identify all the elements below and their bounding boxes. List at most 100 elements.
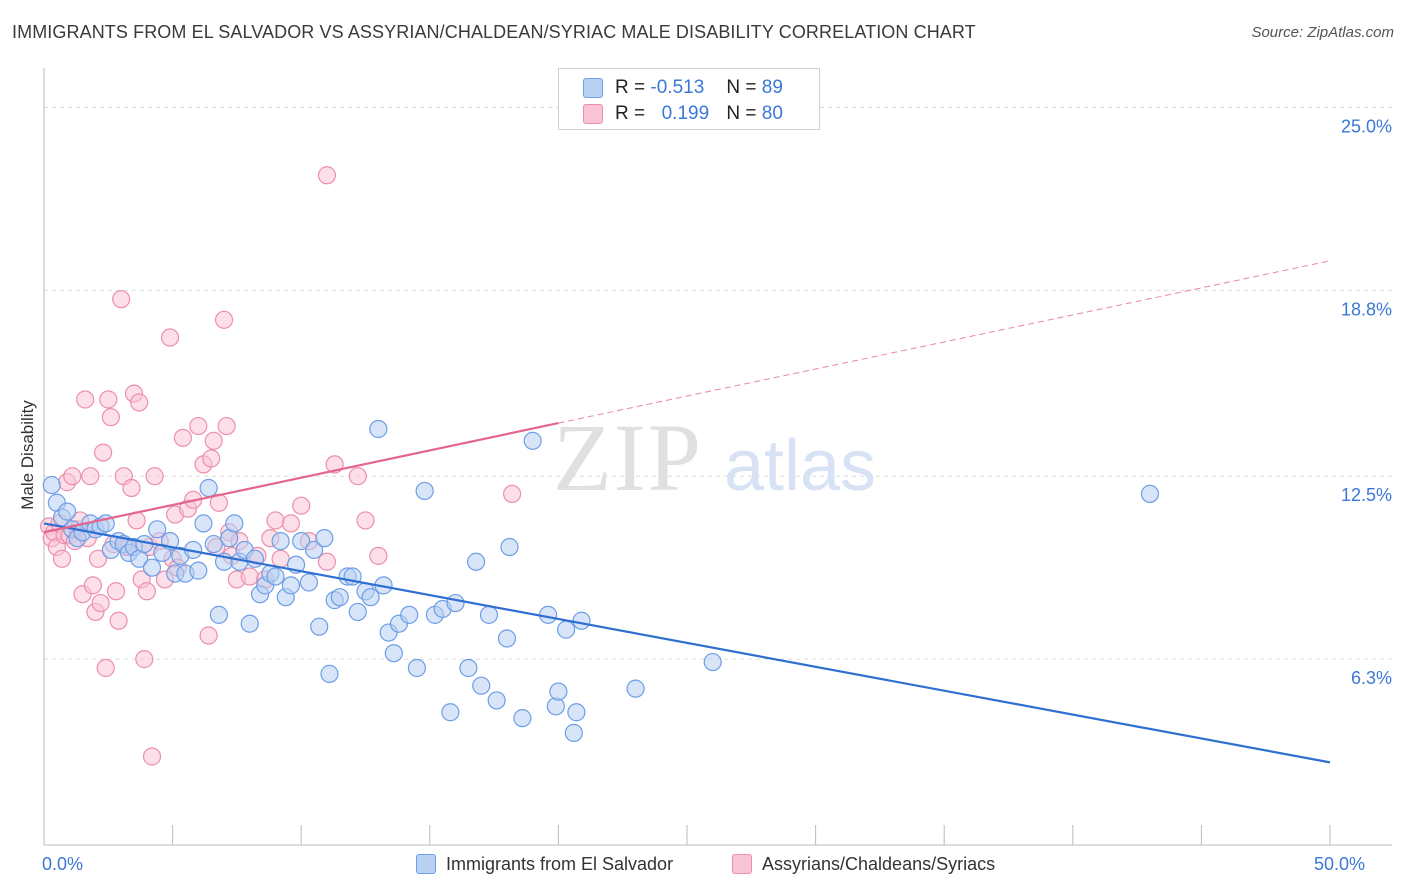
point-assyrian bbox=[317, 166, 337, 185]
source-label: Source: ZipAtlas.com bbox=[1251, 24, 1394, 41]
point-assyrian bbox=[199, 626, 218, 645]
point-el-salvador bbox=[369, 419, 388, 439]
point-el-salvador bbox=[384, 644, 403, 663]
bottom-legend-swatch-blue bbox=[416, 854, 436, 874]
point-el-salvador bbox=[459, 658, 478, 678]
point-assyrian bbox=[281, 514, 301, 533]
point-assyrian bbox=[214, 310, 234, 329]
point-assyrian bbox=[369, 546, 388, 565]
legend-n-label: N = bbox=[726, 77, 757, 98]
point-assyrian bbox=[88, 549, 108, 568]
point-el-salvador bbox=[557, 620, 576, 639]
point-assyrian bbox=[348, 467, 367, 486]
legend-row-blue: R = -0.513 N = 89 bbox=[583, 77, 783, 99]
point-el-salvador bbox=[572, 611, 591, 630]
point-assyrian bbox=[52, 549, 72, 568]
point-el-salvador bbox=[1140, 484, 1160, 504]
point-el-salvador bbox=[479, 605, 499, 624]
point-assyrian bbox=[160, 328, 180, 347]
point-el-salvador bbox=[304, 540, 324, 560]
watermark-zip: ZIP bbox=[553, 404, 703, 511]
y-tick-label: 6.3% bbox=[1351, 668, 1392, 688]
point-assyrian bbox=[109, 611, 128, 630]
x-tick-label: 50.0% bbox=[1314, 854, 1365, 874]
chart-title: IMMIGRANTS FROM EL SALVADOR VS ASSYRIAN/… bbox=[12, 22, 976, 42]
point-el-salvador bbox=[546, 697, 565, 716]
point-el-salvador bbox=[281, 576, 301, 595]
point-el-salvador bbox=[567, 703, 586, 722]
legend-n-value: 80 bbox=[761, 103, 783, 124]
y-tick-label: 12.5% bbox=[1341, 485, 1392, 505]
point-assyrian bbox=[63, 467, 82, 486]
point-el-salvador bbox=[446, 593, 465, 613]
point-el-salvador bbox=[292, 532, 311, 551]
point-el-salvador bbox=[472, 676, 491, 695]
point-el-salvador bbox=[407, 658, 427, 678]
point-el-salvador bbox=[400, 605, 419, 624]
point-assyrian bbox=[137, 582, 156, 601]
bottom-legend-label-pink: Assyrians/Chaldeans/Syriacs bbox=[762, 853, 996, 874]
y-axis-label: Male Disability bbox=[18, 400, 37, 510]
point-assyrian bbox=[122, 478, 141, 498]
point-el-salvador bbox=[225, 514, 244, 533]
point-assyrian bbox=[112, 290, 131, 309]
point-el-salvador bbox=[497, 629, 517, 648]
point-el-salvador bbox=[626, 679, 645, 698]
point-assyrian bbox=[356, 511, 375, 530]
point-el-salvador bbox=[58, 502, 77, 521]
legend-r-value: -0.513 bbox=[650, 77, 705, 98]
point-assyrian bbox=[173, 428, 192, 447]
point-el-salvador bbox=[703, 652, 722, 672]
legend-swatch-pink bbox=[583, 104, 603, 124]
point-assyrian bbox=[106, 582, 126, 601]
point-el-salvador bbox=[310, 617, 329, 636]
point-assyrian bbox=[76, 390, 95, 409]
point-assyrian bbox=[94, 443, 113, 462]
point-assyrian bbox=[271, 549, 290, 568]
point-assyrian bbox=[145, 467, 164, 486]
trend-line-assyrian bbox=[43, 422, 559, 534]
legend-row-pink: R = 0.199 N = 80 bbox=[583, 103, 783, 125]
point-el-salvador bbox=[299, 573, 319, 592]
point-assyrian bbox=[101, 408, 120, 427]
y-tick-label: 18.8% bbox=[1341, 299, 1392, 319]
point-assyrian bbox=[99, 390, 118, 409]
point-el-salvador bbox=[266, 567, 285, 586]
point-assyrian bbox=[204, 431, 223, 450]
point-el-salvador bbox=[271, 532, 290, 551]
point-el-salvador bbox=[330, 588, 349, 607]
point-el-salvador bbox=[204, 534, 223, 554]
point-assyrian bbox=[83, 576, 102, 595]
point-el-salvador bbox=[199, 478, 218, 498]
point-assyrian bbox=[503, 484, 522, 504]
point-assyrian bbox=[266, 511, 285, 530]
legend-r-value: 0.199 bbox=[661, 103, 710, 124]
trend-layer bbox=[43, 260, 1331, 764]
point-el-salvador bbox=[513, 709, 532, 728]
trend-line-el-salvador bbox=[43, 522, 1331, 764]
point-assyrian bbox=[142, 747, 162, 766]
point-assyrian bbox=[217, 416, 236, 436]
point-el-salvador bbox=[487, 691, 506, 710]
point-assyrian bbox=[91, 593, 110, 613]
point-el-salvador bbox=[523, 431, 542, 450]
y-tick-label: 25.0% bbox=[1341, 116, 1392, 136]
x-tick-label: 0.0% bbox=[42, 854, 83, 874]
watermark-atlas: atlas bbox=[724, 426, 876, 506]
legend-n-value: 89 bbox=[761, 77, 783, 98]
point-assyrian bbox=[189, 416, 208, 436]
legend-n-label: N = bbox=[726, 103, 757, 124]
bottom-legend-swatch-pink bbox=[732, 854, 752, 874]
point-el-salvador bbox=[42, 475, 61, 495]
point-el-salvador bbox=[240, 614, 259, 633]
legend-r-label: R = bbox=[615, 103, 646, 124]
bottom-legend-blue: Immigrants from El Salvador bbox=[416, 852, 673, 876]
point-el-salvador bbox=[549, 682, 568, 701]
point-el-salvador bbox=[466, 552, 486, 571]
point-el-salvador bbox=[142, 558, 162, 577]
point-assyrian bbox=[240, 567, 259, 586]
point-el-salvador bbox=[209, 605, 228, 624]
point-el-salvador bbox=[500, 537, 519, 557]
axis-layer bbox=[43, 68, 1392, 846]
